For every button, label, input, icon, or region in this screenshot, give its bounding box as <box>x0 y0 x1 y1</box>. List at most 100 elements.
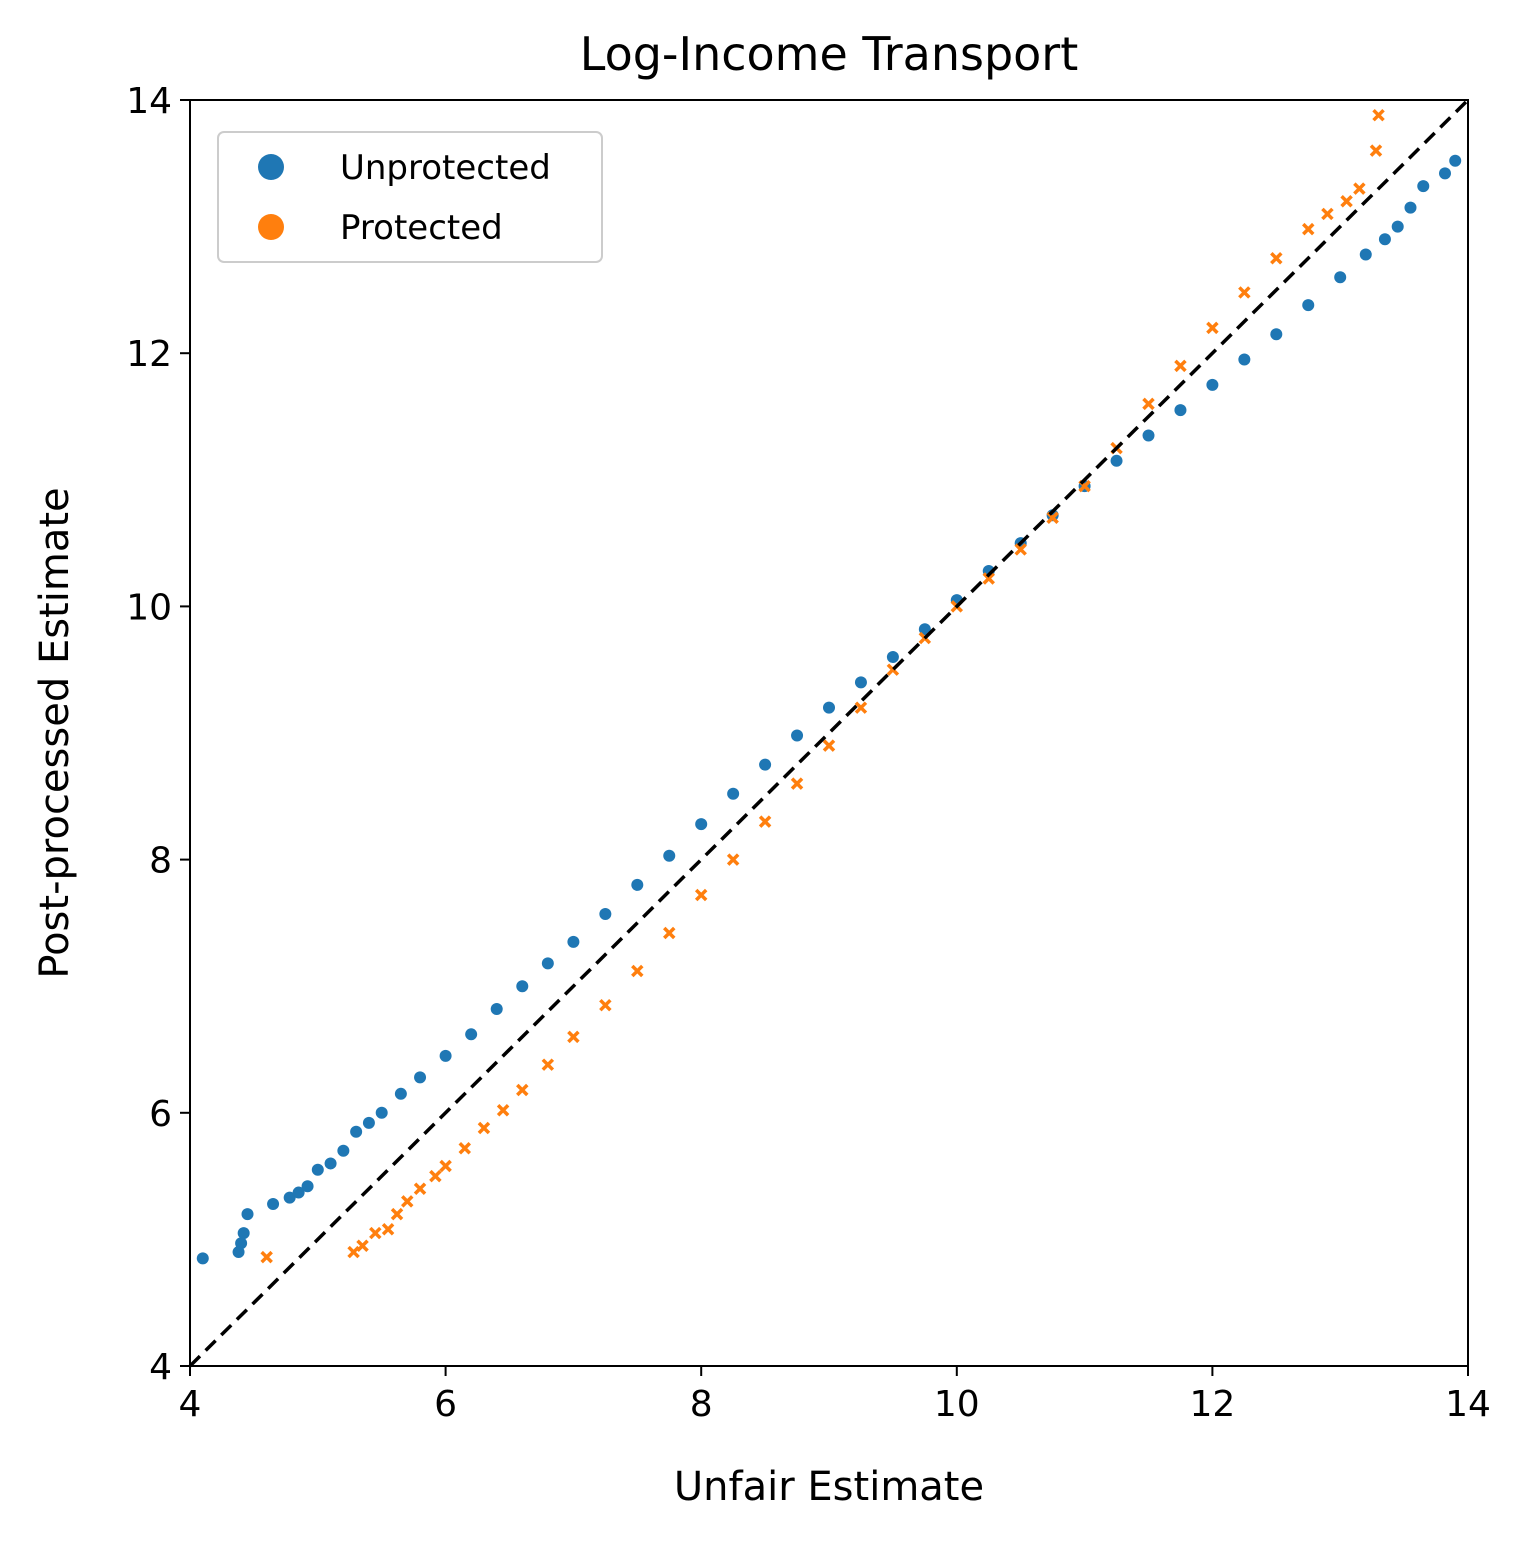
point <box>567 935 580 948</box>
point <box>694 888 708 902</box>
point <box>1417 180 1430 193</box>
legend-marker <box>258 214 284 240</box>
point <box>567 1030 580 1044</box>
chart-title: Log-Income Transport <box>580 27 1079 81</box>
point <box>311 1163 324 1176</box>
point <box>516 1083 529 1097</box>
point <box>337 1144 350 1157</box>
point <box>1369 144 1383 157</box>
point <box>401 1195 414 1208</box>
legend-marker <box>258 154 284 180</box>
series <box>196 154 1462 1265</box>
point <box>439 1049 452 1062</box>
point <box>292 1186 305 1199</box>
y-tick-label: 4 <box>149 1347 172 1388</box>
point <box>1142 397 1155 411</box>
point <box>1206 378 1219 391</box>
point <box>235 1237 248 1250</box>
point <box>1378 233 1391 246</box>
x-tick-label: 12 <box>1189 1384 1235 1425</box>
point <box>381 1223 395 1236</box>
point <box>1174 404 1187 417</box>
point <box>375 1106 388 1119</box>
point <box>394 1087 407 1100</box>
point <box>1238 353 1251 366</box>
reference-diagonal <box>188 98 1470 1368</box>
point <box>267 1197 280 1210</box>
point <box>196 1252 209 1265</box>
point <box>982 572 995 585</box>
point <box>854 676 867 689</box>
point <box>758 815 772 828</box>
point <box>1302 299 1315 312</box>
point <box>1142 429 1155 442</box>
point <box>726 853 740 866</box>
point <box>362 1116 375 1129</box>
point <box>283 1191 296 1204</box>
x-tick-label: 10 <box>934 1384 980 1425</box>
point <box>413 1182 427 1195</box>
y-tick-label: 10 <box>126 587 172 628</box>
point <box>237 1227 250 1240</box>
point <box>1014 543 1027 556</box>
point <box>599 998 612 1012</box>
x-tick-label: 14 <box>1445 1384 1491 1425</box>
x-axis-label: Unfair Estimate <box>674 1464 984 1510</box>
point <box>356 1239 369 1252</box>
point <box>1110 454 1123 467</box>
point <box>541 1058 555 1071</box>
y-tick-label: 12 <box>126 334 172 375</box>
point <box>390 1207 404 1221</box>
series <box>260 108 1385 1264</box>
point <box>918 623 931 636</box>
point <box>369 1226 382 1240</box>
point <box>414 1071 427 1084</box>
point <box>1391 220 1404 233</box>
point <box>1359 248 1372 261</box>
point <box>695 818 708 831</box>
y-tick-label: 14 <box>126 81 172 122</box>
legend-label: Unprotected <box>340 148 551 188</box>
x-tick-label: 4 <box>179 1384 202 1425</box>
legend-label: Protected <box>340 208 503 248</box>
x-tick-label: 8 <box>690 1384 713 1425</box>
point <box>1302 222 1315 236</box>
point <box>458 1142 472 1155</box>
point <box>429 1169 442 1183</box>
point <box>1046 511 1059 525</box>
point <box>301 1180 314 1193</box>
point <box>496 1104 510 1117</box>
point <box>1438 167 1451 180</box>
point <box>490 1002 503 1015</box>
point <box>1238 286 1251 299</box>
point <box>790 777 804 790</box>
point <box>663 926 676 940</box>
y-tick-label: 8 <box>149 841 172 882</box>
point <box>241 1208 254 1221</box>
point <box>663 849 676 862</box>
point <box>350 1125 363 1138</box>
legend-box <box>217 131 603 263</box>
point <box>260 1250 273 1264</box>
point <box>541 957 554 970</box>
point <box>1340 195 1353 208</box>
point <box>791 729 804 742</box>
y-tick-label: 6 <box>149 1094 172 1135</box>
point <box>1270 328 1283 341</box>
point <box>1334 271 1347 284</box>
point <box>1372 108 1385 122</box>
point <box>759 758 772 771</box>
point <box>1353 182 1366 195</box>
point <box>631 964 644 978</box>
point <box>1449 154 1462 167</box>
point <box>324 1157 337 1170</box>
point <box>822 739 836 752</box>
point <box>599 908 612 921</box>
point <box>854 701 868 714</box>
point <box>631 878 644 891</box>
point <box>886 651 899 664</box>
point <box>823 701 835 714</box>
point <box>1321 207 1334 221</box>
